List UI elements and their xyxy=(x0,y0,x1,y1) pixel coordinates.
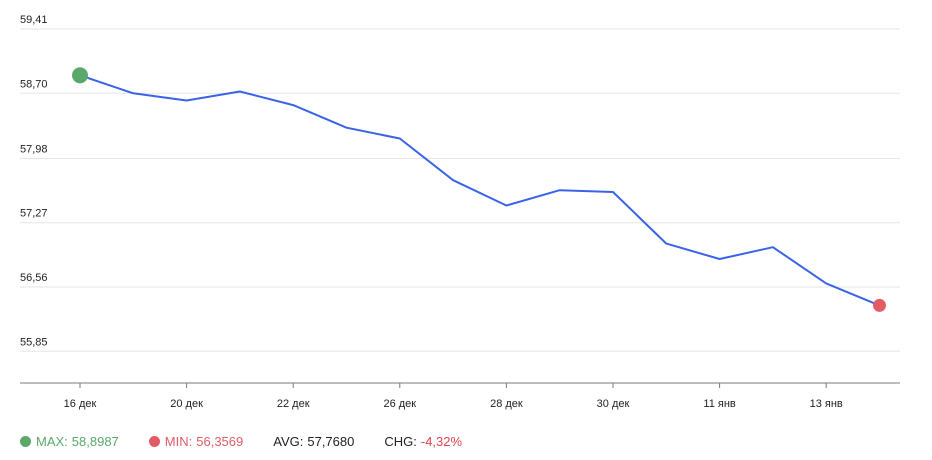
stat-avg: AVG: 57,7680 xyxy=(273,434,354,449)
y-tick-label: 58,70 xyxy=(20,78,48,90)
avg-value: 57,7680 xyxy=(307,434,355,449)
min-dot-icon xyxy=(148,436,160,447)
min-value: 56,3569 xyxy=(196,434,244,449)
y-tick-label: 57,27 xyxy=(20,208,48,220)
chg-label: CHG: xyxy=(384,434,417,449)
stat-max: MAX: 58,8987 xyxy=(20,434,119,449)
price-line-chart: 59,41 58,70 57,98 57,27 56,56 55,85 16 дек 20 д… xyxy=(20,14,900,410)
max-label: MAX: xyxy=(36,434,68,449)
x-tick-label: 13 янв xyxy=(810,398,843,410)
x-tick-label: 16 дек xyxy=(64,398,97,410)
stats-bar: MAX: 58,8987 MIN: 56,3569 AVG: 57,7680 C… xyxy=(20,434,492,449)
stat-min: MIN: 56,3569 xyxy=(148,434,244,449)
max-dot-icon xyxy=(20,436,31,447)
x-tick-label: 22 дек xyxy=(277,398,310,410)
x-tick-label: 20 дек xyxy=(170,398,203,410)
avg-label: AVG: xyxy=(273,434,304,449)
chg-value: -4,32% xyxy=(420,434,463,449)
y-tick-label: 55,85 xyxy=(20,336,48,348)
x-tick-label: 30 дек xyxy=(597,398,630,410)
x-tick-label: 28 дек xyxy=(490,398,523,410)
y-tick-label: 59,41 xyxy=(20,14,48,26)
min-point-marker xyxy=(873,298,886,312)
min-label: MIN: xyxy=(164,434,193,449)
series-line xyxy=(79,74,880,307)
max-point-marker xyxy=(72,67,88,84)
y-tick-label: 57,98 xyxy=(20,143,48,155)
max-value: 58,8987 xyxy=(71,434,119,449)
x-tick-label: 26 дек xyxy=(383,398,416,410)
x-tick-label: 11 янв xyxy=(703,398,736,410)
stat-chg: CHG: -4,32% xyxy=(384,434,462,449)
y-tick-label: 56,56 xyxy=(20,272,48,284)
